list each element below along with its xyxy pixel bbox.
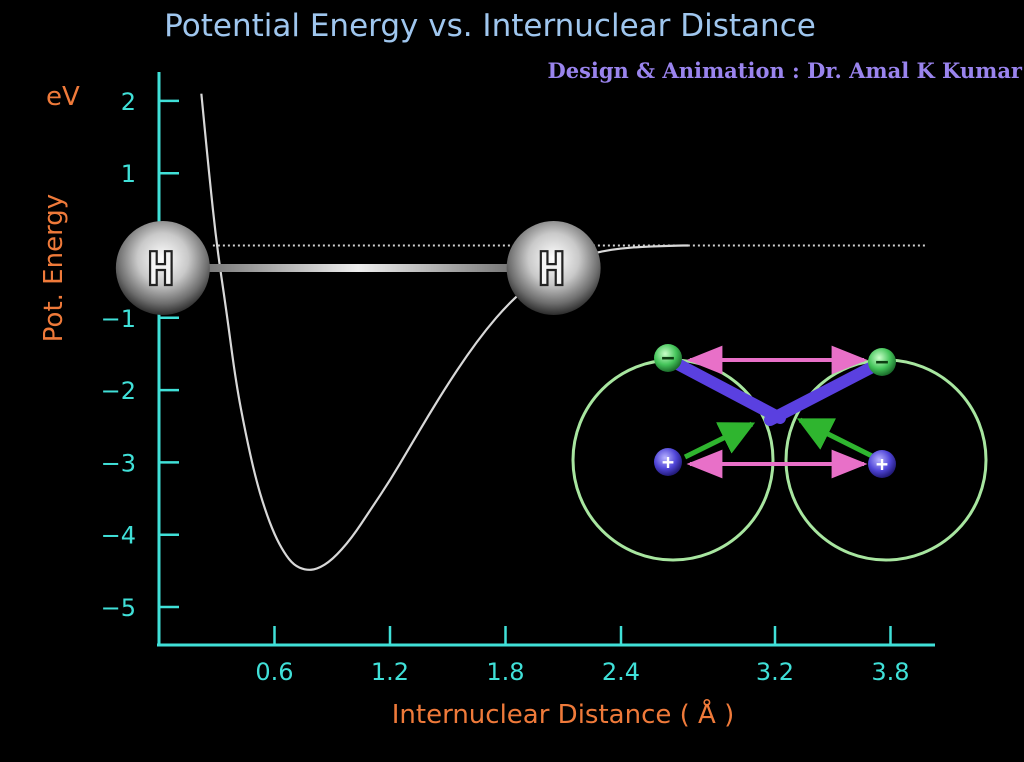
electron-sign: − [875,350,888,375]
proton-particle [868,450,896,478]
electron-sign: − [661,346,674,371]
bond-line [162,264,554,272]
orbital-inset: − − + + [571,344,988,562]
y-tick-label: 2 [121,88,136,116]
energy-curve-group [200,93,689,571]
x-tick-label: 2.4 [602,658,640,686]
attraction-band [664,354,786,424]
x-tick-label: 3.8 [871,658,909,686]
x-tick-label: 0.6 [255,658,293,686]
y-axis-unit: eV [46,82,80,112]
x-tick-label: 3.2 [756,658,794,686]
chart-title: Potential Energy vs. Internuclear Distan… [164,8,816,44]
y-tick-label: −2 [101,377,136,405]
y-tick-label: −3 [101,449,136,477]
y-tick-label: −4 [101,522,136,550]
hydrogen-atom-label: H [147,242,175,296]
electron-particle [654,344,682,372]
hydrogen-atom [115,221,210,315]
hydrogen-atom [506,221,601,315]
attraction-arrow [796,417,876,460]
attraction-arrow [683,421,756,460]
hydrogen-atom-label: H [538,242,566,296]
electron-particle [868,348,896,376]
y-tick-label: −1 [101,305,136,333]
y-tick-label: 1 [121,160,136,188]
x-axis-label: Internuclear Distance ( Å ) [391,700,735,730]
tick-marks: 2 1 −1 −2 −3 −4 −5 0.6 1.2 1.8 2.4 3.2 3.8 [101,88,910,686]
x-tick-label: 1.2 [371,658,409,686]
proton-sign: + [876,452,888,476]
axes [157,71,935,647]
proton-particle [654,448,682,476]
x-tick-label: 1.8 [486,658,524,686]
proton-sign: + [662,450,674,474]
credit-text: Design & Animation : Dr. Amal K Kumar [547,58,1023,83]
y-tick-label: −5 [101,594,136,622]
potential-energy-curve [200,93,689,571]
attraction-band [764,356,888,426]
